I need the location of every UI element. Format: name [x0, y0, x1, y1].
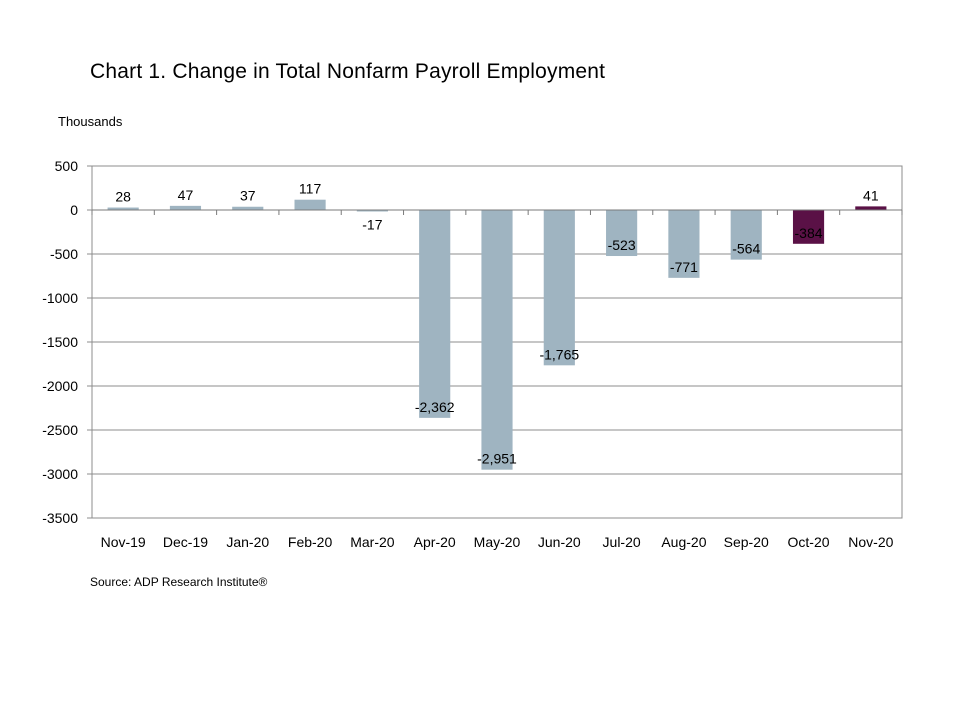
data-labels: 28 47 37 117 -17 -2,362 -2,951 -1,765 -523 -771 -5…: [115, 181, 878, 467]
bar: [232, 206, 264, 210]
axes: 500 0 -500 -1000 -1500 -2000 -2500 -3000 -3500 No…: [42, 158, 903, 550]
x-category-label: Jan-20: [226, 534, 269, 550]
x-category-label: Nov-19: [101, 534, 146, 550]
bar: [668, 210, 700, 278]
x-category-label: Jun-20: [538, 534, 581, 550]
x-category-label: Apr-20: [414, 534, 456, 550]
bar: [481, 210, 513, 470]
y-tick-label: 0: [70, 202, 78, 218]
bar: [419, 210, 451, 418]
x-category-label: Dec-19: [163, 534, 208, 550]
x-category-label: Oct-20: [788, 534, 830, 550]
bar: [792, 210, 825, 244]
x-category-label: Sep-20: [724, 534, 769, 550]
bar: [855, 206, 887, 210]
y-tick-label: -500: [50, 246, 78, 262]
data-label: 41: [863, 187, 879, 203]
data-label: -17: [362, 216, 382, 232]
source-note: Source: ADP Research Institute®: [90, 575, 268, 589]
data-label: -1,765: [539, 346, 579, 362]
data-label: -523: [608, 237, 636, 253]
x-category-label: Jul-20: [603, 534, 641, 550]
y-axis-units-label: Thousands: [58, 114, 123, 129]
bar: [606, 210, 638, 257]
data-label: -771: [670, 259, 698, 275]
chart-title: Chart 1. Change in Total Nonfarm Payroll…: [90, 60, 606, 83]
y-tick-label: -2500: [42, 422, 78, 438]
bar: [169, 205, 202, 210]
bar: [294, 199, 326, 210]
data-label: -2,362: [415, 399, 455, 415]
bar: [730, 210, 762, 260]
y-tick-label: -1000: [42, 290, 78, 306]
y-tick-label: -2000: [42, 378, 78, 394]
data-label: 37: [240, 188, 256, 204]
bar: [107, 207, 139, 210]
data-label: 47: [178, 187, 194, 203]
y-tick-label: -3000: [42, 466, 78, 482]
data-label: 117: [299, 181, 322, 197]
bar: [543, 210, 575, 366]
x-category-label: Feb-20: [288, 534, 333, 550]
y-tick-label: 500: [55, 158, 79, 174]
x-category-label: Mar-20: [350, 534, 395, 550]
data-label: -2,951: [477, 451, 517, 467]
data-label: 28: [115, 189, 131, 205]
x-category-label: Nov-20: [848, 534, 893, 550]
bar: [356, 210, 388, 212]
x-category-label: Aug-20: [661, 534, 706, 550]
data-label: -384: [795, 225, 823, 241]
y-tick-label: -1500: [42, 334, 78, 350]
bars: [107, 199, 887, 470]
x-category-label: May-20: [474, 534, 521, 550]
data-label: -564: [732, 241, 760, 257]
y-tick-label: -3500: [42, 510, 78, 526]
